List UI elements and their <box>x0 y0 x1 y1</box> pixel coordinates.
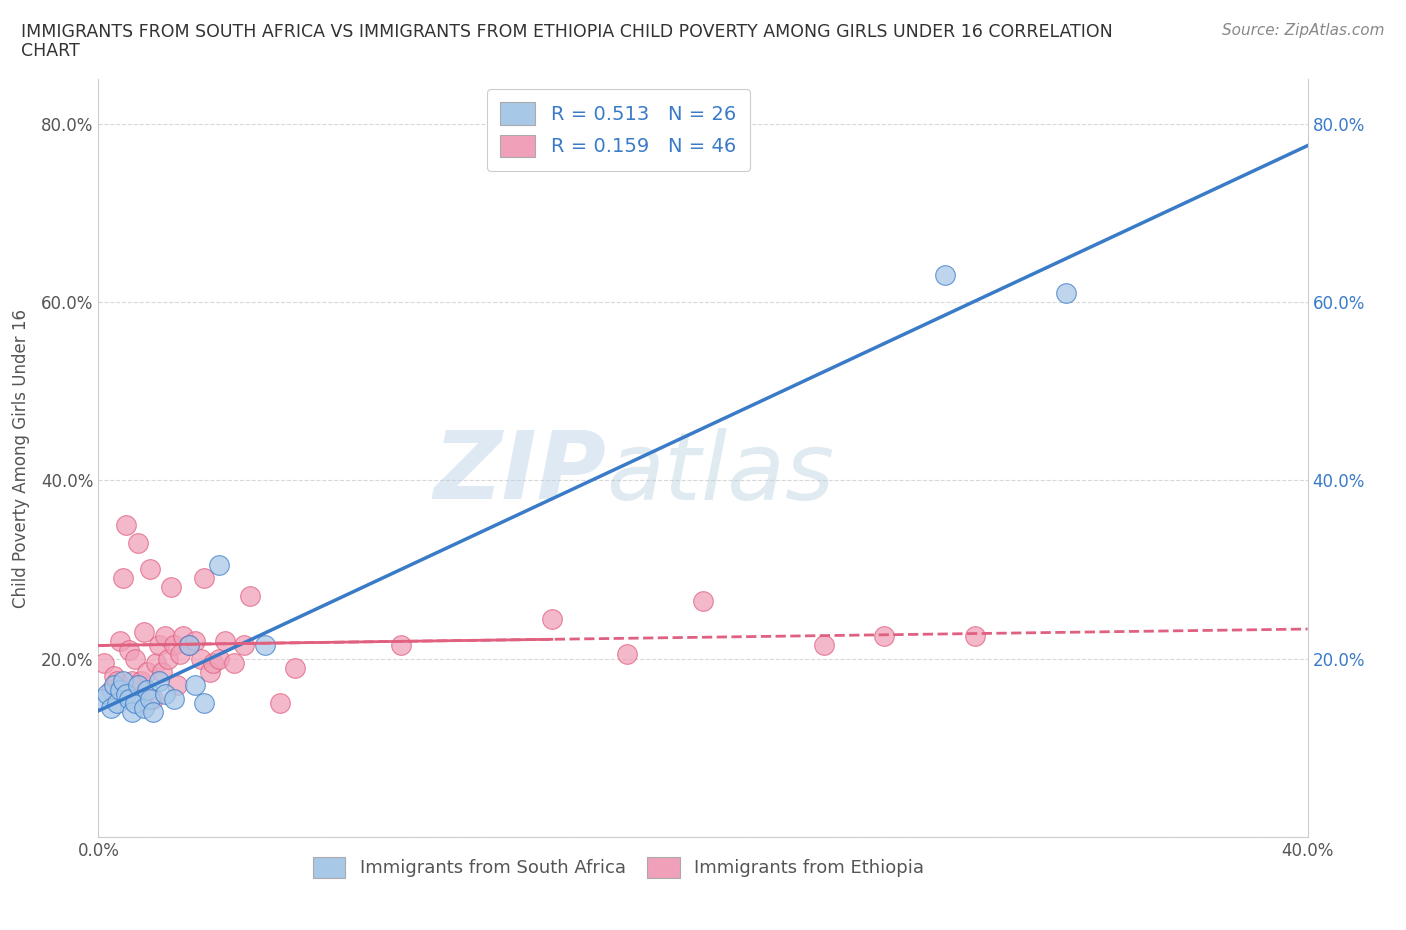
Point <box>135 665 157 680</box>
Point <box>103 678 125 693</box>
Point <box>540 611 562 626</box>
Point <box>135 683 157 698</box>
Y-axis label: Child Poverty Among Girls Under 16: Child Poverty Among Girls Under 16 <box>11 309 30 607</box>
Text: atlas: atlas <box>606 428 835 519</box>
Point <box>96 687 118 702</box>
Point <box>150 665 173 680</box>
Point <box>202 656 225 671</box>
Point <box>179 638 201 653</box>
Point <box>100 700 122 715</box>
Point <box>160 580 183 595</box>
Point <box>163 638 186 653</box>
Point <box>93 656 115 671</box>
Point <box>132 700 155 715</box>
Point <box>153 629 176 644</box>
Point <box>166 678 188 693</box>
Point <box>284 660 307 675</box>
Point <box>90 691 112 706</box>
Point <box>127 536 149 551</box>
Point <box>692 593 714 608</box>
Text: IMMIGRANTS FROM SOUTH AFRICA VS IMMIGRANTS FROM ETHIOPIA CHILD POVERTY AMONG GIR: IMMIGRANTS FROM SOUTH AFRICA VS IMMIGRAN… <box>21 23 1112 41</box>
Point <box>129 673 152 688</box>
Point <box>813 638 835 653</box>
Point <box>142 691 165 706</box>
Point <box>200 665 222 680</box>
Point <box>124 696 146 711</box>
Point <box>121 705 143 720</box>
Point <box>127 678 149 693</box>
Point <box>190 651 212 666</box>
Point <box>156 651 179 666</box>
Text: CHART: CHART <box>21 42 80 60</box>
Point <box>121 673 143 688</box>
Point <box>193 696 215 711</box>
Point <box>148 638 170 653</box>
Point <box>124 651 146 666</box>
Point <box>239 589 262 604</box>
Point <box>184 678 207 693</box>
Point <box>142 705 165 720</box>
Point <box>389 638 412 653</box>
Point <box>179 638 201 653</box>
Point <box>111 673 134 688</box>
Point <box>214 633 236 648</box>
Text: Source: ZipAtlas.com: Source: ZipAtlas.com <box>1222 23 1385 38</box>
Point <box>253 638 276 653</box>
Point <box>105 696 128 711</box>
Point <box>111 571 134 586</box>
Point <box>108 683 131 698</box>
Point <box>269 696 291 711</box>
Point <box>172 629 194 644</box>
Text: ZIP: ZIP <box>433 427 606 519</box>
Point <box>934 268 956 283</box>
Legend: Immigrants from South Africa, Immigrants from Ethiopia: Immigrants from South Africa, Immigrants… <box>305 849 931 884</box>
Point <box>232 638 254 653</box>
Point <box>224 656 246 671</box>
Point <box>114 517 136 532</box>
Point <box>103 669 125 684</box>
Point <box>118 643 141 658</box>
Point <box>139 691 162 706</box>
Point <box>965 629 987 644</box>
Point <box>873 629 896 644</box>
Point <box>145 656 167 671</box>
Point <box>153 687 176 702</box>
Point <box>132 624 155 639</box>
Point <box>193 571 215 586</box>
Point <box>208 651 231 666</box>
Point <box>163 691 186 706</box>
Point <box>114 687 136 702</box>
Point <box>108 633 131 648</box>
Point <box>169 646 191 661</box>
Point <box>118 691 141 706</box>
Point <box>616 646 638 661</box>
Point <box>1054 286 1077 300</box>
Point <box>148 673 170 688</box>
Point <box>139 562 162 577</box>
Point <box>105 673 128 688</box>
Point <box>208 558 231 573</box>
Point <box>184 633 207 648</box>
Point <box>100 683 122 698</box>
